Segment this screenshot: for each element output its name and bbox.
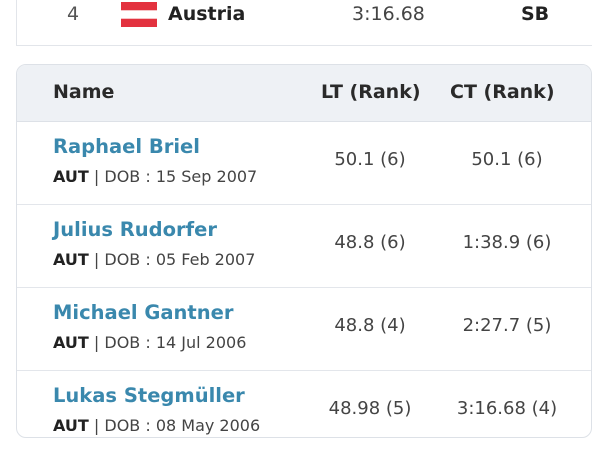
header-cell: LT (Rank) <box>321 81 421 103</box>
time: 3:16.68 <box>352 3 425 25</box>
nation: AUT <box>53 416 89 435</box>
table-row: Lukas Stegmüller AUT | DOB : 08 May 2006 4… <box>17 370 591 437</box>
athlete-info: AUT | DOB : 15 Sep 2007 <box>53 167 257 186</box>
lt-rank: 48.8 (6) <box>334 232 406 253</box>
nation: AUT <box>53 250 89 269</box>
rank: 4 <box>67 3 80 25</box>
header-cell: Name <box>53 81 115 103</box>
athlete-info: AUT | DOB : 08 May 2006 <box>53 416 260 435</box>
dob: | DOB : 05 Feb 2007 <box>93 250 256 269</box>
athlete-info: AUT | DOB : 14 Jul 2006 <box>53 333 246 352</box>
divider <box>16 45 592 46</box>
table-header: Name LT (Rank) CT (Rank) <box>17 65 591 122</box>
header-cell: CT (Rank) <box>450 81 555 103</box>
ct-rank: 2:27.7 (5) <box>462 315 552 336</box>
athlete-name[interactable]: Michael Gantner <box>53 301 234 324</box>
ct-rank: 1:38.9 (6) <box>462 232 552 253</box>
flag <box>121 2 157 27</box>
dob: | DOB : 15 Sep 2007 <box>93 167 258 186</box>
dob: | DOB : 14 Jul 2006 <box>93 333 247 352</box>
lt-rank: 48.98 (5) <box>328 398 412 419</box>
athlete-table: Name LT (Rank) CT (Rank) Raphael Briel AU… <box>16 64 592 438</box>
table-row: Michael Gantner AUT | DOB : 14 Jul 2006 48… <box>17 287 591 371</box>
divider <box>16 0 17 46</box>
nation: AUT <box>53 167 89 186</box>
ct-rank: 50.1 (6) <box>471 149 543 170</box>
tag: SB <box>521 3 550 25</box>
athlete-name[interactable]: Julius Rudorfer <box>53 218 217 241</box>
athlete-info: AUT | DOB : 05 Feb 2007 <box>53 250 255 269</box>
country: Austria <box>168 3 246 25</box>
athlete-name[interactable]: Lukas Stegmüller <box>53 384 245 407</box>
athlete-name[interactable]: Raphael Briel <box>53 135 200 158</box>
table-row: Julius Rudorfer AUT | DOB : 05 Feb 2007 48… <box>17 204 591 288</box>
lt-rank: 48.8 (4) <box>334 315 406 336</box>
nation: AUT <box>53 333 89 352</box>
dob: | DOB : 08 May 2006 <box>93 416 261 435</box>
lt-rank: 50.1 (6) <box>334 149 406 170</box>
ct-rank: 3:16.68 (4) <box>456 398 558 419</box>
table-row: Raphael Briel AUT | DOB : 15 Sep 2007 50.1… <box>17 121 591 205</box>
